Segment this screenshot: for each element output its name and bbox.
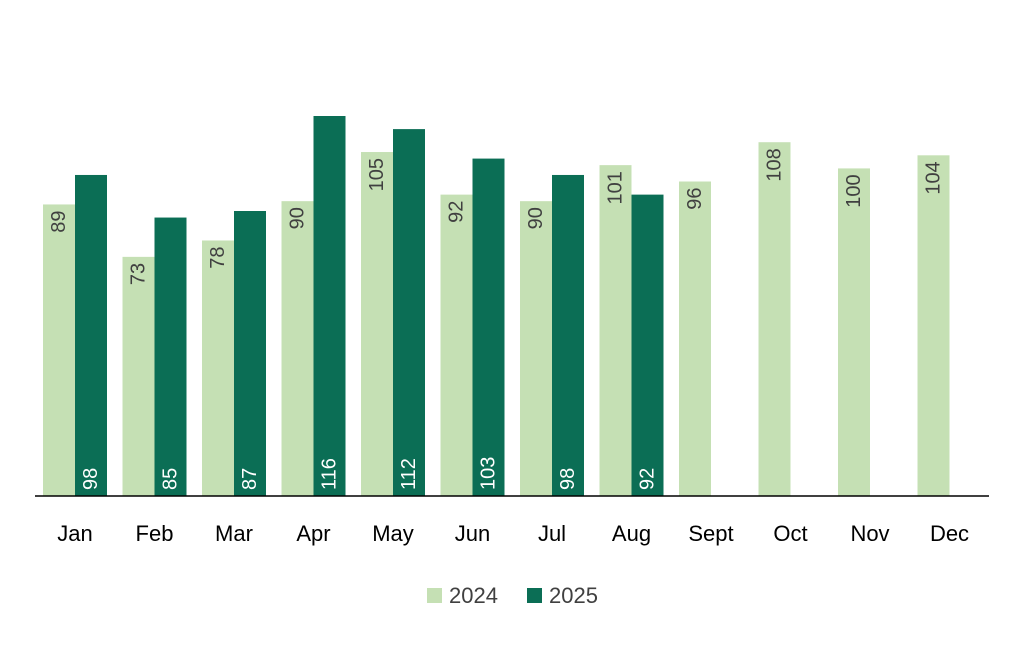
bar-2024-jul [520, 201, 552, 496]
bar-2024-jun [440, 194, 473, 496]
data-label-2024-nov: 100 [843, 174, 865, 207]
bar-2025-jan [75, 174, 107, 496]
legend-swatch-2024 [427, 588, 442, 603]
bar-2025-aug [631, 194, 664, 496]
x-tick-label-dec: Dec [930, 521, 969, 546]
x-tick-label-apr: Apr [296, 521, 330, 546]
data-label-2024-oct: 108 [764, 148, 786, 181]
legend-swatch-2025 [527, 588, 542, 603]
data-label-2025-may: 112 [398, 458, 420, 490]
bar-2024-dec [917, 155, 950, 496]
data-label-2025-apr: 116 [319, 458, 341, 490]
bar-2024-aug [599, 165, 632, 496]
bar-2024-mar [202, 240, 234, 496]
legend: 2024 2025 [427, 583, 598, 608]
bar-2025-feb [154, 217, 187, 496]
data-label-2024-aug: 101 [605, 171, 627, 204]
x-tick-label-mar: Mar [215, 521, 253, 546]
bar-2024-may [361, 152, 393, 496]
x-tick-label-oct: Oct [773, 521, 807, 546]
legend-label-2024: 2024 [449, 583, 498, 608]
data-label-2024-feb: 73 [128, 263, 150, 285]
data-label-2024-jun: 92 [446, 201, 468, 223]
x-tick-label-jan: Jan [57, 521, 92, 546]
data-label-2024-jan: 89 [48, 210, 70, 232]
x-tick-label-nov: Nov [850, 521, 889, 546]
bar-2025-apr [313, 116, 346, 496]
x-tick-label-may: May [372, 521, 414, 546]
data-label-2025-aug: 92 [637, 468, 659, 490]
data-label-2024-jul: 90 [525, 207, 547, 229]
x-tick-label-sept: Sept [688, 521, 733, 546]
bar-2024-jan [43, 204, 75, 496]
data-label-2024-dec: 104 [923, 161, 945, 194]
bar-2025-may [393, 129, 425, 496]
bar-2025-jun [472, 158, 505, 496]
x-tick-label-feb: Feb [136, 521, 174, 546]
legend-label-2025: 2025 [549, 583, 598, 608]
x-tick-label-jun: Jun [455, 521, 490, 546]
bar-2024-feb [122, 256, 155, 496]
data-label-2025-jul: 98 [557, 468, 579, 490]
bar-2024-nov [838, 168, 870, 496]
x-tick-label-jul: Jul [538, 521, 566, 546]
data-label-2024-apr: 90 [287, 207, 309, 229]
data-label-2025-mar: 87 [239, 468, 261, 490]
bar-2025-jul [552, 174, 584, 496]
data-label-2025-feb: 85 [160, 468, 182, 490]
x-tick-labels: Jan Feb Mar Apr May Jun Jul Aug Sept Oct Nov Dec [57, 521, 969, 546]
x-tick-label-aug: Aug [612, 521, 651, 546]
data-label-2024-may: 105 [366, 158, 388, 191]
bar-2024-apr [281, 201, 314, 496]
bar-2024-sept [679, 181, 711, 496]
data-label-2024-sept: 96 [684, 188, 706, 210]
bar-2025-mar [234, 211, 266, 496]
bars-layer: 89 98 73 85 78 87 90 116 105 112 92 103 90 98 101 92 96 1… [43, 116, 950, 496]
data-label-2025-jan: 98 [80, 468, 102, 490]
data-label-2025-jun: 103 [478, 457, 500, 490]
bar-2024-oct [758, 142, 791, 496]
data-label-2024-mar: 78 [207, 246, 229, 268]
